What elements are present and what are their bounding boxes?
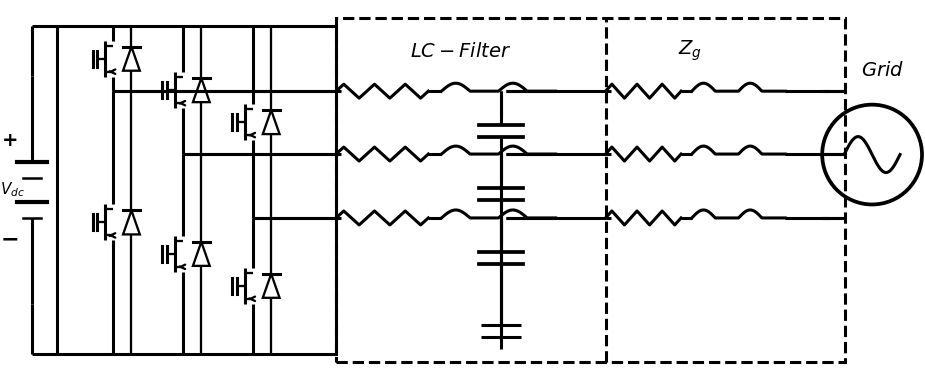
Text: −: − [0,230,19,250]
Text: $V_{dc}$: $V_{dc}$ [0,180,25,199]
Text: $LC-Filter$: $LC-Filter$ [411,42,512,61]
Text: $Grid$: $Grid$ [860,61,904,80]
Text: $Z_g$: $Z_g$ [678,39,702,64]
Text: +: + [2,130,18,150]
